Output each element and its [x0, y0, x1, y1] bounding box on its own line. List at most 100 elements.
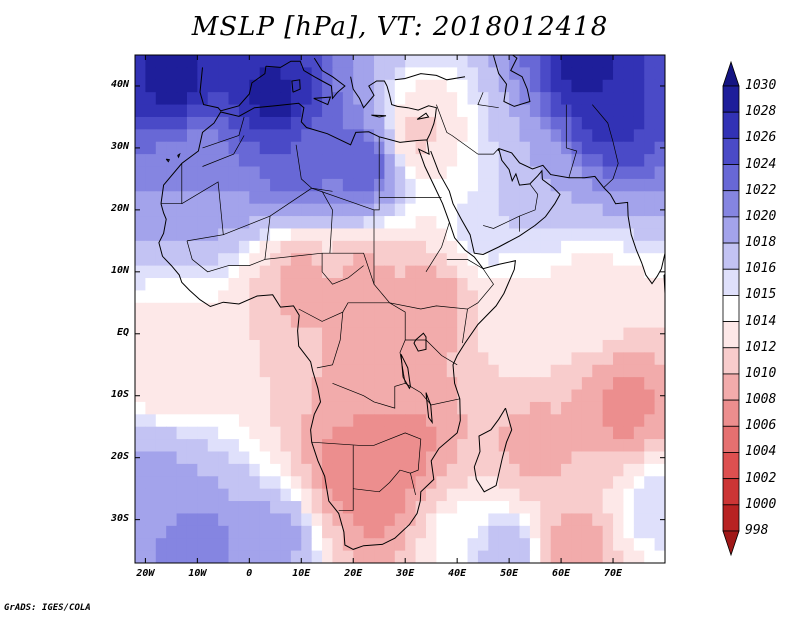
colorbar-swatch	[722, 347, 740, 375]
field-cell	[280, 327, 292, 341]
field-cell	[270, 178, 282, 192]
colorbar-swatch	[722, 321, 740, 349]
field-cell	[457, 439, 469, 453]
field-cell	[135, 401, 146, 415]
field-cell	[550, 364, 562, 378]
field-cell	[280, 191, 292, 205]
field-cell	[425, 55, 437, 68]
field-cell	[322, 513, 334, 527]
political-border	[295, 144, 333, 192]
field-cell	[145, 166, 157, 180]
field-cell	[270, 550, 282, 563]
field-cell	[249, 302, 261, 316]
field-cell	[457, 550, 469, 563]
field-cell	[529, 451, 541, 465]
field-cell	[197, 538, 209, 552]
field-cell	[550, 79, 562, 93]
field-cell	[145, 104, 157, 118]
field-cell	[342, 129, 354, 143]
field-cell	[467, 302, 479, 316]
field-cell	[613, 216, 625, 230]
field-cell	[457, 488, 469, 502]
field-cell	[238, 104, 250, 118]
field-cell	[135, 154, 146, 168]
field-cell	[613, 203, 625, 217]
field-cell	[155, 513, 167, 527]
field-cell	[654, 364, 665, 378]
field-cell	[311, 67, 323, 81]
field-cell	[644, 154, 656, 168]
field-cell	[270, 451, 282, 465]
field-cell	[477, 278, 489, 292]
field-cell	[592, 55, 604, 68]
field-cell	[540, 327, 552, 341]
field-cell	[176, 203, 188, 217]
field-cell	[207, 79, 219, 93]
field-cell	[405, 228, 417, 242]
field-cell	[259, 488, 271, 502]
field-cell	[446, 439, 458, 453]
field-cell	[488, 414, 500, 428]
field-cell	[176, 401, 188, 415]
field-cell	[415, 203, 427, 217]
field-cell	[218, 501, 230, 515]
coastline	[313, 96, 332, 106]
field-cell	[166, 178, 178, 192]
field-cell	[425, 501, 437, 515]
field-cell	[405, 550, 417, 563]
field-cell	[467, 364, 479, 378]
field-cell	[467, 451, 479, 465]
field-cell	[540, 389, 552, 403]
field-cell	[571, 513, 583, 527]
field-cell	[197, 451, 209, 465]
field-cell	[613, 377, 625, 391]
field-cell	[270, 116, 282, 130]
field-cell	[405, 414, 417, 428]
field-cell	[270, 240, 282, 254]
field-cell	[644, 67, 656, 81]
field-cell	[550, 327, 562, 341]
field-cell	[155, 203, 167, 217]
field-cell	[238, 141, 250, 155]
field-cell	[633, 216, 645, 230]
field-cell	[644, 550, 656, 563]
field-cell	[592, 278, 604, 292]
field-cell	[457, 364, 469, 378]
field-cell	[311, 253, 323, 267]
field-cell	[384, 141, 396, 155]
field-cell	[446, 104, 458, 118]
field-cell	[446, 414, 458, 428]
field-cell	[155, 501, 167, 515]
field-cell	[509, 315, 521, 329]
field-cell	[550, 166, 562, 180]
field-cell	[374, 302, 386, 316]
field-cell	[301, 178, 313, 192]
field-cell	[561, 488, 573, 502]
field-cell	[197, 401, 209, 415]
field-cell	[602, 451, 614, 465]
field-cell	[509, 426, 521, 440]
field-cell	[270, 265, 282, 279]
field-cell	[155, 426, 167, 440]
field-cell	[446, 278, 458, 292]
field-cell	[145, 55, 157, 68]
field-cell	[540, 476, 552, 490]
field-cell	[446, 339, 458, 353]
field-cell	[540, 79, 552, 93]
field-cell	[145, 339, 157, 353]
coastline	[177, 152, 181, 159]
field-cell	[467, 315, 479, 329]
field-cell	[457, 513, 469, 527]
field-cell	[322, 104, 334, 118]
field-cell	[592, 501, 604, 515]
field-cell	[342, 476, 354, 490]
field-cell	[467, 129, 479, 143]
field-cell	[436, 538, 448, 552]
field-cell	[238, 426, 250, 440]
field-cell	[425, 463, 437, 477]
field-cell	[394, 166, 406, 180]
field-cell	[218, 439, 230, 453]
field-cell	[218, 116, 230, 130]
field-cell	[457, 476, 469, 490]
field-cell	[457, 129, 469, 143]
